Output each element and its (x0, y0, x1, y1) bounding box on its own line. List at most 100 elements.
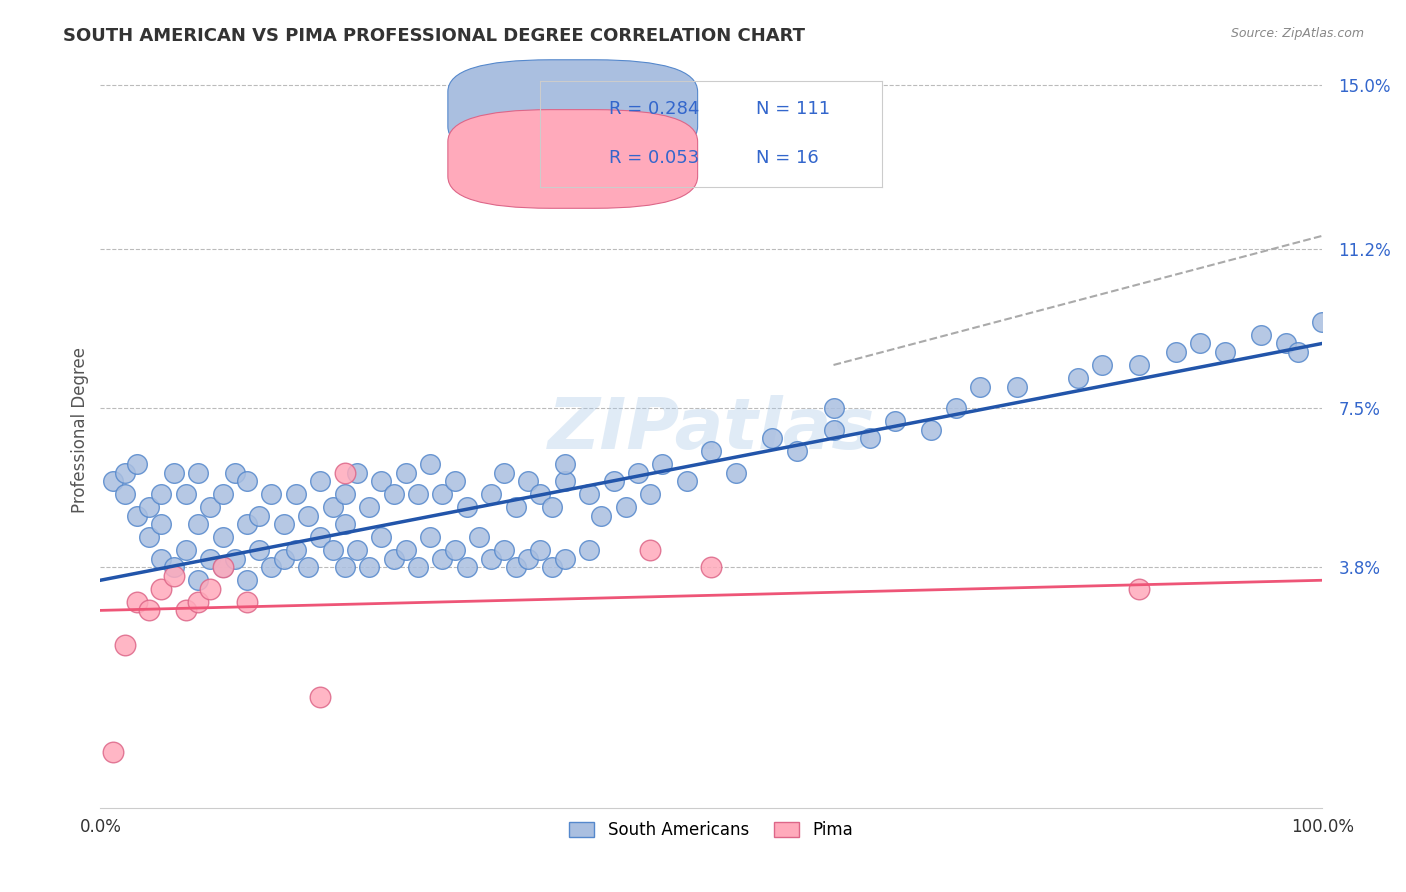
Point (724, 466, 747, 480)
Point (163, 569, 186, 583)
Point (125, 508, 148, 523)
Point (1164, 345, 1187, 359)
Point (395, 466, 418, 480)
Point (1128, 582, 1150, 596)
Point (297, 508, 319, 523)
Point (920, 423, 942, 437)
Point (505, 500, 527, 514)
Point (224, 466, 246, 480)
Point (479, 487, 502, 501)
Point (114, 466, 136, 480)
Point (1286, 345, 1309, 359)
Point (114, 638, 136, 652)
Point (382, 551, 405, 566)
Point (591, 508, 613, 523)
Point (1091, 358, 1114, 372)
Point (333, 466, 356, 480)
Point (529, 487, 551, 501)
Point (273, 517, 295, 532)
Point (468, 530, 491, 544)
Point (224, 551, 246, 566)
Point (395, 543, 418, 558)
Point (359, 560, 381, 574)
Y-axis label: Professional Degree: Professional Degree (72, 347, 89, 513)
Point (187, 595, 209, 609)
Point (505, 560, 527, 574)
Point (492, 543, 515, 558)
Point (370, 474, 392, 488)
Point (578, 543, 600, 558)
Point (432, 551, 454, 566)
Point (309, 530, 332, 544)
Point (419, 457, 441, 471)
Point (554, 474, 576, 488)
Point (443, 474, 465, 488)
Point (333, 517, 356, 532)
Point (138, 500, 160, 514)
Point (174, 487, 197, 501)
Point (260, 487, 283, 501)
Point (297, 560, 319, 574)
Point (456, 500, 478, 514)
Text: Source: ZipAtlas.com: Source: ZipAtlas.com (1230, 27, 1364, 40)
Point (578, 487, 600, 501)
Point (321, 500, 343, 514)
Point (823, 423, 845, 437)
Point (638, 543, 661, 558)
Point (443, 543, 465, 558)
Point (761, 431, 783, 445)
Point (333, 487, 356, 501)
Point (614, 500, 637, 514)
Point (786, 444, 808, 458)
Point (211, 560, 233, 574)
Point (309, 690, 332, 704)
Point (651, 457, 673, 471)
Point (602, 474, 624, 488)
Point (1250, 327, 1272, 342)
Point (273, 551, 295, 566)
Point (370, 530, 392, 544)
Point (150, 517, 173, 532)
Point (260, 560, 283, 574)
Point (945, 401, 967, 415)
Point (529, 543, 551, 558)
Point (700, 560, 723, 574)
Point (187, 574, 209, 588)
Point (200, 551, 222, 566)
Legend: South Americans, Pima: South Americans, Pima (562, 814, 860, 846)
Text: ZIPatlas: ZIPatlas (547, 395, 875, 464)
Point (187, 466, 209, 480)
Point (150, 487, 173, 501)
Point (492, 466, 515, 480)
Point (700, 444, 723, 458)
Point (517, 474, 540, 488)
Point (1213, 345, 1236, 359)
Point (236, 474, 259, 488)
Point (1067, 371, 1090, 385)
Point (174, 603, 197, 617)
Point (247, 543, 270, 558)
Point (823, 401, 845, 415)
Point (1274, 336, 1296, 351)
Point (150, 582, 173, 596)
Point (406, 487, 429, 501)
Point (346, 543, 368, 558)
Point (638, 487, 661, 501)
Point (284, 487, 307, 501)
Point (114, 487, 136, 501)
Point (1128, 358, 1150, 372)
Point (187, 517, 209, 532)
Point (321, 543, 343, 558)
Point (309, 474, 332, 488)
Point (517, 551, 540, 566)
Point (333, 560, 356, 574)
Point (883, 414, 905, 428)
Point (1189, 336, 1212, 351)
Point (211, 530, 233, 544)
Point (200, 500, 222, 514)
Point (138, 603, 160, 617)
Point (125, 595, 148, 609)
Point (406, 560, 429, 574)
Point (432, 487, 454, 501)
Point (479, 551, 502, 566)
